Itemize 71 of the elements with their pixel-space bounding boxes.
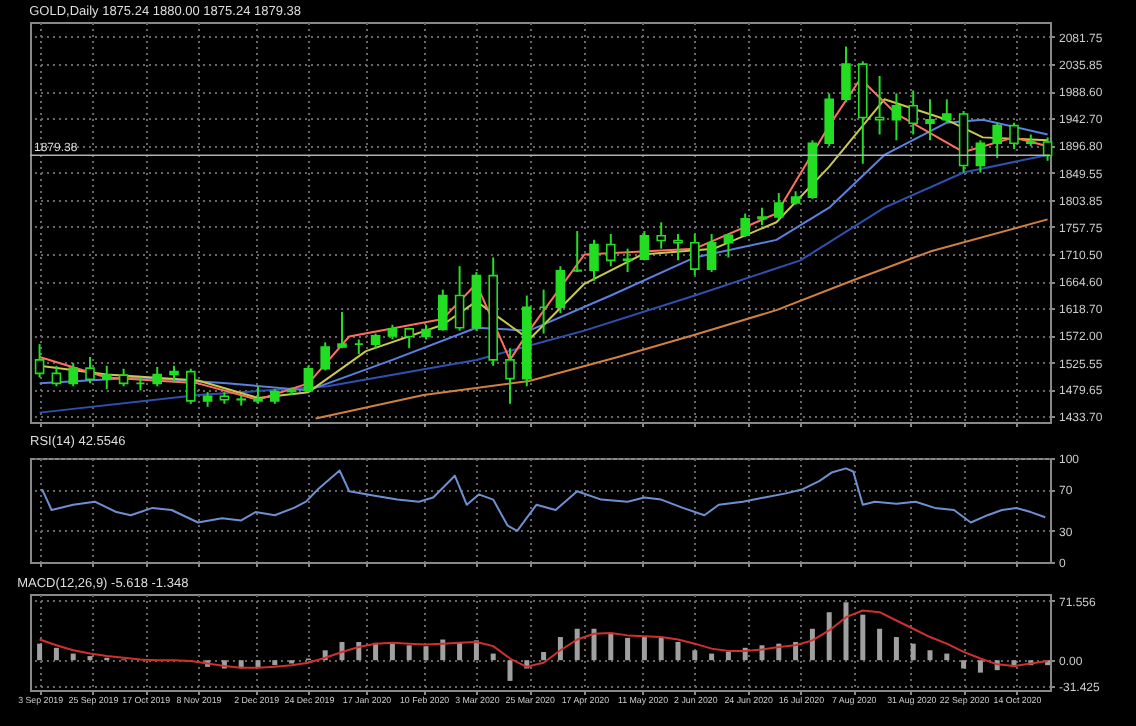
- candlestick: [639, 230, 650, 262]
- candlestick: [186, 367, 196, 405]
- line-series: [41, 467, 1047, 532]
- bar: [877, 628, 883, 661]
- candlestick: [690, 233, 700, 276]
- bar: [658, 637, 664, 661]
- candlestick: [975, 139, 986, 174]
- candlestick: [51, 364, 62, 388]
- candlestick: [673, 233, 683, 262]
- candlestick: [891, 92, 902, 142]
- candlestick: [824, 92, 834, 148]
- candlestick: [774, 192, 784, 221]
- line-series: [38, 609, 1049, 669]
- candlestick: [337, 310, 347, 350]
- bar: [507, 660, 513, 681]
- bar: [675, 642, 681, 661]
- candlestick: [85, 355, 95, 385]
- bar: [574, 628, 580, 661]
- candlestick: [656, 221, 666, 250]
- bar: [53, 647, 59, 661]
- bar: [591, 628, 597, 661]
- candlestick: [740, 212, 750, 238]
- bar: [625, 637, 631, 661]
- bar: [826, 612, 832, 661]
- candlestick: [454, 265, 465, 332]
- bar: [641, 637, 647, 661]
- candlestick: [303, 364, 314, 394]
- candlestick: [606, 233, 616, 268]
- candlestick: [723, 233, 734, 259]
- candlestick: [102, 364, 112, 391]
- candlestick: [438, 288, 448, 332]
- candlestick: [992, 121, 1002, 159]
- candlestick: [152, 365, 162, 388]
- candlestick: [925, 98, 935, 142]
- candlestick: [505, 347, 515, 405]
- bar: [843, 602, 849, 661]
- bar: [944, 653, 950, 661]
- bar: [406, 645, 412, 661]
- bar: [541, 651, 547, 661]
- bar: [725, 651, 731, 661]
- candlestick: [841, 45, 851, 104]
- bar: [37, 643, 43, 661]
- bar: [860, 614, 866, 661]
- bar: [490, 653, 496, 661]
- candlestick: [320, 341, 330, 372]
- bar: [809, 628, 815, 661]
- bar: [692, 650, 698, 661]
- candlestick: [555, 265, 566, 315]
- bar: [893, 637, 899, 661]
- candlestick: [34, 343, 45, 379]
- candlestick: [942, 98, 952, 124]
- candlestick: [706, 233, 717, 274]
- bar: [927, 650, 933, 661]
- bar: [709, 653, 715, 661]
- bar: [961, 660, 967, 669]
- candlestick: [1009, 121, 1019, 151]
- bar: [272, 660, 278, 666]
- bar: [910, 643, 916, 661]
- bar: [977, 660, 983, 673]
- candlestick: [68, 361, 78, 388]
- candlestick: [908, 89, 918, 136]
- bar: [608, 633, 614, 661]
- candlestick: [1042, 136, 1053, 162]
- bar: [70, 653, 76, 661]
- candlestick: [622, 247, 633, 274]
- candlestick: [589, 238, 599, 282]
- bar: [423, 646, 429, 661]
- bar: [389, 643, 395, 661]
- line-series: [314, 218, 1049, 420]
- candlestick: [874, 74, 885, 136]
- candlestick: [572, 230, 582, 274]
